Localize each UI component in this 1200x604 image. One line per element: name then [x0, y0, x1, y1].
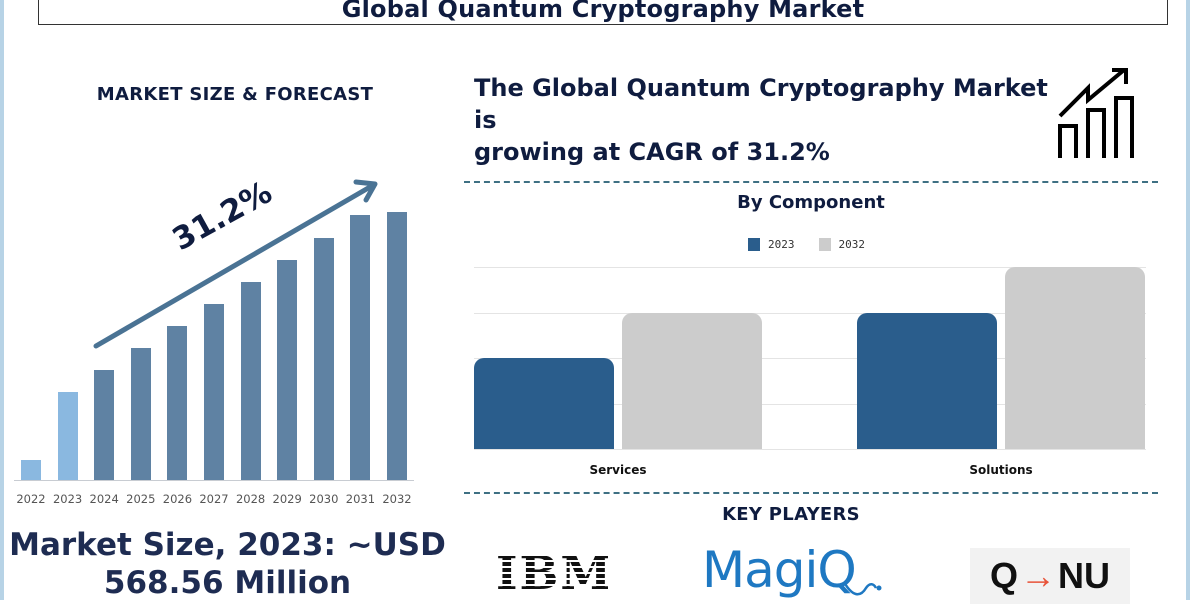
x-tick-label: 2024 [89, 492, 119, 506]
legend-swatch-2032 [818, 238, 831, 251]
legend-label-2032: 2032 [838, 238, 866, 251]
category-label-services: Services [589, 463, 647, 477]
legend-swatch-2023 [748, 238, 760, 251]
cagr-heading-line1: The Global Quantum Cryptography Market i… [474, 74, 1048, 134]
gridline [474, 267, 1146, 268]
x-tick-label: 2030 [309, 492, 339, 506]
qnu-arrow-icon: → [1020, 555, 1056, 596]
bar-2032 [387, 212, 407, 480]
legend-item-2032: 2032 [818, 238, 866, 251]
bar-2022 [21, 460, 41, 480]
bar-2030 [313, 238, 334, 480]
qnu-nu: NU [1058, 555, 1110, 596]
qnu-q: Q [989, 555, 1018, 596]
bar-2023 [57, 392, 78, 480]
by-component-title: By Component [737, 192, 885, 213]
x-tick-label: 2029 [272, 492, 302, 506]
x-tick-label: 2028 [235, 492, 266, 506]
gridline [474, 312, 1146, 314]
market-size-line2: 568.56 Million [103, 565, 352, 601]
legend-item-2023: 2023 [748, 238, 795, 251]
bar-2028 [240, 282, 261, 480]
bar-services-2032 [622, 312, 762, 449]
gridline [474, 403, 1146, 405]
bar-2026 [167, 326, 188, 480]
market-size-line1: Market Size, 2023: ~USD [9, 527, 446, 563]
bar-2025 [130, 348, 151, 480]
x-tick-label: 2032 [382, 492, 412, 506]
cagr-heading-line2: growing at CAGR of 31.2% [474, 138, 830, 166]
legend-label-2023: 2023 [768, 238, 795, 251]
bar-2031 [350, 215, 371, 480]
qnu-logo: Q → NU [970, 548, 1130, 604]
bar-solutions-2023 [857, 312, 997, 449]
magiq-swirl-icon [842, 581, 882, 596]
x-axis-line [14, 480, 414, 481]
frame-right-border [1186, 0, 1190, 600]
growth-chart-icon [1058, 68, 1134, 158]
growth-arrow-icon [93, 179, 378, 349]
title-box: Global Quantum Cryptography Market [38, 0, 1168, 25]
magiq-logo-text: MagiQ [702, 541, 857, 599]
ibm-logo: IBM [496, 550, 608, 598]
market-size-forecast-heading: MARKET SIZE & FORECAST [96, 84, 374, 105]
page-title: Global Quantum Cryptography Market [341, 0, 865, 23]
bar-services-2023 [474, 358, 614, 449]
frame-left-border [0, 0, 4, 600]
market-size-text: Market Size, 2023: ~USD 568.56 Million [0, 526, 455, 602]
x-tick-label: 2023 [52, 492, 83, 506]
category-label-solutions: Solutions [969, 463, 1033, 477]
chart-legend: 2023 2032 [748, 238, 881, 251]
qnu-logo-box: Q → NU [970, 548, 1130, 604]
key-players-title: KEY PLAYERS [722, 504, 860, 525]
bar-2027 [204, 304, 224, 480]
x-tick-label: 2025 [126, 492, 156, 506]
gridline [474, 449, 1146, 450]
bar-2024 [94, 370, 115, 480]
magiq-logo: MagiQ [702, 541, 882, 599]
x-tick-label: 2022 [16, 492, 46, 506]
cagr-heading: The Global Quantum Cryptography Market i… [474, 72, 1074, 168]
x-tick-label: 2027 [199, 492, 229, 506]
divider-top [464, 181, 1158, 183]
ibm-logo-stripes [496, 550, 608, 598]
frame-right-margin [1190, 0, 1200, 600]
gridline [474, 358, 1146, 359]
x-tick-label: 2026 [162, 492, 193, 506]
bar-2029 [277, 260, 298, 480]
bar-solutions-2032 [1005, 267, 1145, 449]
x-tick-label: 2031 [345, 492, 376, 506]
divider-bottom [464, 492, 1158, 494]
